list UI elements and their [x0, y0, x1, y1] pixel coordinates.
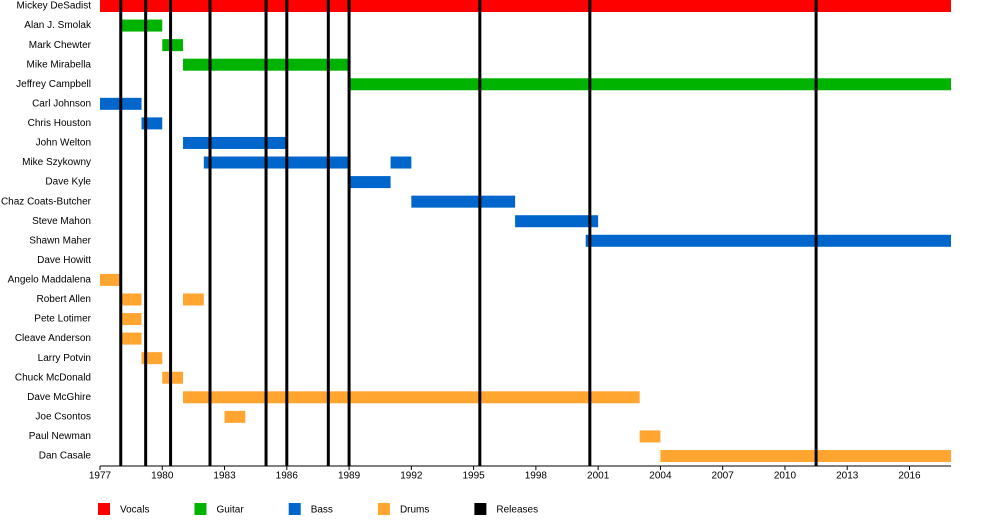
member-label: Chaz Coats-Butcher: [1, 196, 92, 207]
tenure-bar: [162, 39, 184, 52]
legend-swatch: [98, 503, 110, 515]
member-label: Shawn Maher: [29, 235, 91, 246]
member-label: Carl Johnson: [32, 98, 91, 109]
legend-swatch: [194, 503, 207, 515]
member-label: Alan J. Smolak: [24, 20, 92, 31]
tenure-bar: [120, 293, 142, 306]
tenure-bar: [349, 78, 951, 91]
legend-swatch: [474, 503, 487, 515]
legend-swatch: [288, 503, 301, 515]
member-label: Dave Howitt: [37, 255, 91, 266]
legend-swatch: [377, 503, 390, 515]
x-tick-label: 2001: [587, 471, 610, 482]
x-tick-label: 2007: [712, 471, 735, 482]
legend-label: Guitar: [216, 505, 244, 516]
tenure-bar: [515, 215, 599, 228]
member-label: Larry Potvin: [38, 353, 91, 364]
x-tick-label: 2013: [836, 471, 859, 482]
tenure-bar: [100, 273, 121, 286]
tenure-bar: [162, 371, 184, 384]
x-tick-label: 1986: [276, 471, 299, 482]
legend-label: Releases: [496, 505, 538, 516]
member-label: Jeffrey Campbell: [16, 79, 91, 90]
member-label: Paul Newman: [29, 431, 91, 442]
tenure-bar: [100, 0, 951, 12]
tenure-bar: [349, 176, 391, 189]
member-label: Mickey DeSadist: [17, 1, 92, 12]
tenure-bar: [639, 430, 661, 443]
tenure-bar: [224, 410, 246, 423]
x-tick-label: 2016: [898, 471, 921, 482]
member-label: Dave Kyle: [45, 177, 91, 188]
x-tick-label: 1989: [338, 471, 361, 482]
member-label: Chuck McDonald: [15, 372, 91, 383]
member-label: Joe Csontos: [35, 412, 91, 423]
member-label: Angelo Maddalena: [8, 275, 92, 286]
member-label: Steve Mahon: [32, 216, 91, 227]
member-label: Mike Szykowny: [22, 157, 91, 168]
legend-label: Drums: [400, 505, 429, 516]
x-tick-label: 2010: [774, 471, 797, 482]
member-label: Mark Chewter: [29, 40, 92, 51]
member-label: Robert Allen: [37, 294, 91, 305]
x-tick-label: 1977: [89, 471, 112, 482]
x-tick-label: 1983: [213, 471, 236, 482]
member-label: Cleave Anderson: [15, 333, 91, 344]
tenure-bar: [585, 234, 951, 247]
member-label: John Welton: [36, 138, 91, 149]
tenure-bar: [183, 293, 204, 306]
x-tick-label: 1980: [151, 471, 174, 482]
x-tick-label: 2004: [649, 471, 672, 482]
member-label: Dan Casale: [39, 451, 92, 462]
legend-label: Bass: [311, 505, 333, 516]
tenure-bar: [183, 391, 640, 404]
member-label: Mike Mirabella: [27, 59, 92, 70]
tenure-bar: [660, 449, 951, 462]
tenure-bar: [411, 195, 516, 208]
member-label: Pete Lotimer: [34, 314, 91, 325]
x-tick-label: 1998: [525, 471, 548, 482]
tenure-bar: [183, 136, 287, 149]
member-label: Dave McGhire: [27, 392, 91, 403]
x-tick-label: 1995: [462, 471, 485, 482]
tenure-bar: [120, 332, 142, 345]
tenure-bar: [120, 19, 163, 32]
legend-label: Vocals: [120, 505, 149, 516]
tenure-bar: [120, 313, 142, 326]
tenure-bar: [390, 156, 412, 169]
tenure-bar: [203, 156, 350, 169]
member-label: Chris Houston: [28, 118, 91, 129]
x-tick-label: 1992: [400, 471, 423, 482]
